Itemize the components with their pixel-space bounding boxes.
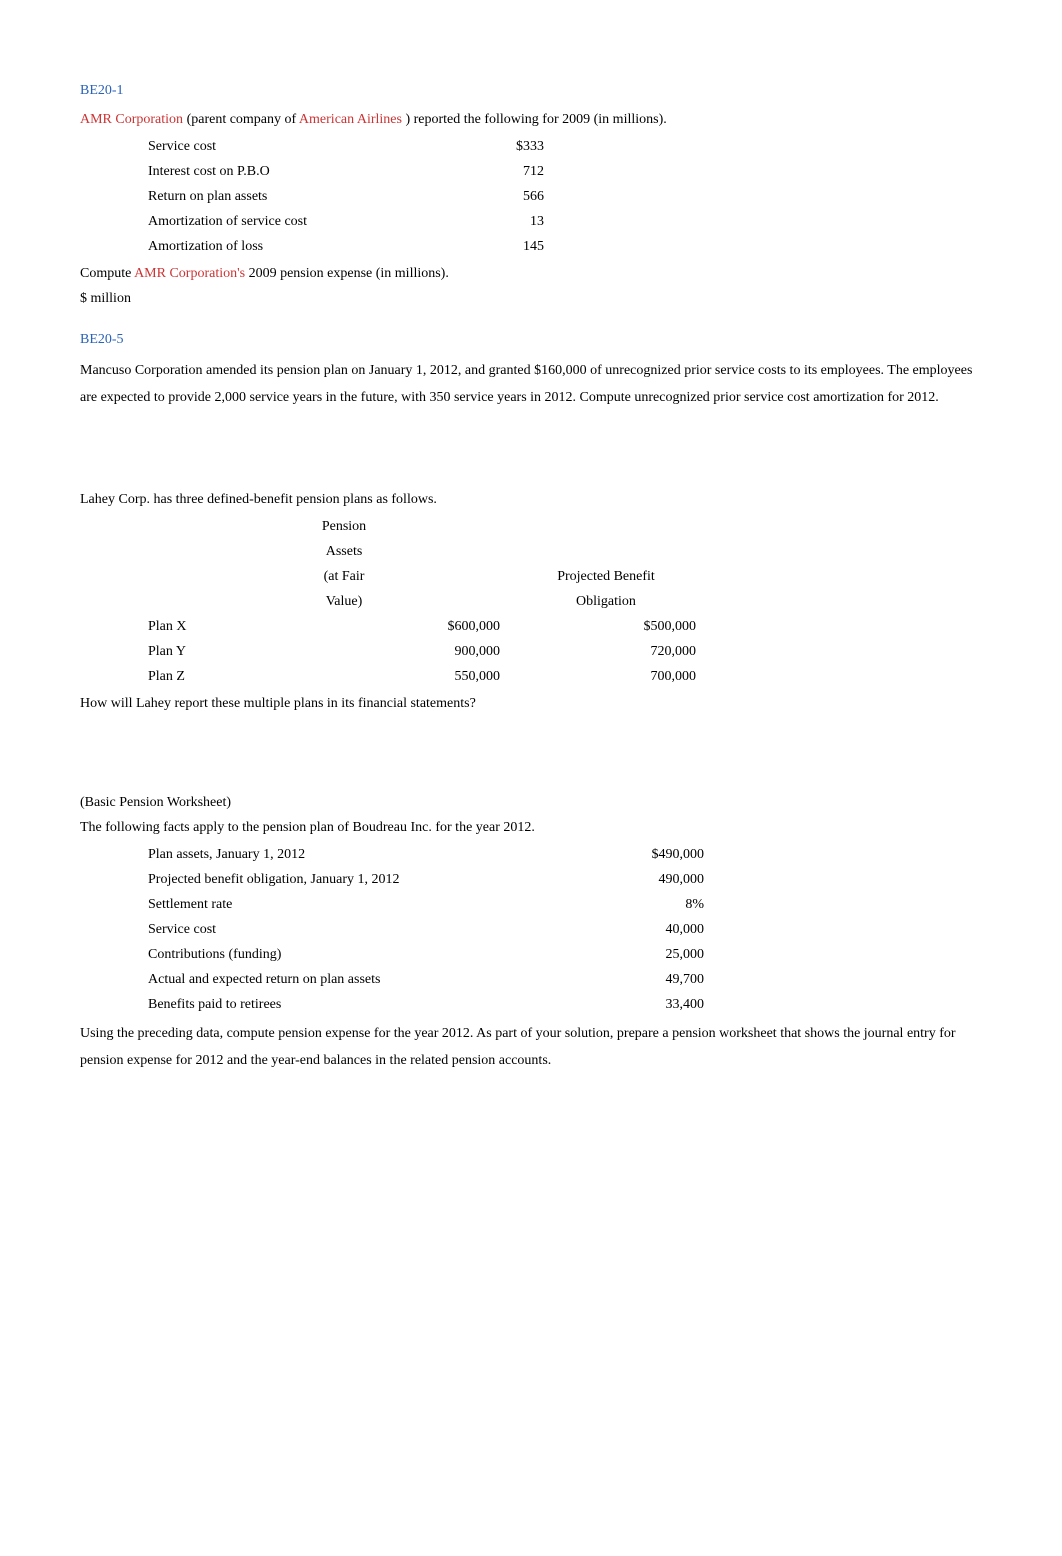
table-row: Service cost $333 (140, 134, 552, 159)
row-label: Benefits paid to retirees (140, 992, 596, 1017)
row-value: 145 (456, 234, 552, 259)
row-value: 8% (596, 892, 712, 917)
row-label: Amortization of loss (140, 234, 456, 259)
plan-name: Plan Z (140, 664, 256, 689)
table-row: Amortization of service cost 13 (140, 209, 552, 234)
intro-tail: ) reported the following for 2009 (in mi… (402, 112, 667, 127)
be20-1-heading: BE20-1 (80, 80, 982, 101)
lahey-table: Pension Assets (at Fair Projected Benefi… (140, 514, 704, 689)
row-label: Return on plan assets (140, 184, 456, 209)
lahey-intro: Lahey Corp. has three defined-benefit pe… (80, 489, 982, 510)
compute-post: 2009 pension expense (in millions). (245, 266, 449, 281)
million-line: $ million (80, 288, 982, 309)
amr-company: AMR Corporation (80, 112, 183, 127)
row-label: Plan assets, January 1, 2012 (140, 842, 596, 867)
plan-pbo: 720,000 (508, 639, 704, 664)
table-row: Projected benefit obligation, January 1,… (140, 867, 712, 892)
row-value: $333 (456, 134, 552, 159)
lahey-col2-h1: Projected Benefit (508, 564, 704, 589)
table-row: Return on plan assets 566 (140, 184, 552, 209)
lahey-header-row: Value) Obligation (140, 589, 704, 614)
row-label: Service cost (140, 134, 456, 159)
row-label: Actual and expected return on plan asset… (140, 967, 596, 992)
plan-assets: 550,000 (256, 664, 508, 689)
be20-1-intro: AMR Corporation (parent company of Ameri… (80, 109, 982, 130)
be20-5-heading: BE20-5 (80, 329, 982, 350)
lahey-col1-h3: (at Fair (256, 564, 432, 589)
row-value: 49,700 (596, 967, 712, 992)
row-label: Service cost (140, 917, 596, 942)
intro-mid: (parent company of (183, 112, 299, 127)
table-row: Benefits paid to retirees 33,400 (140, 992, 712, 1017)
lahey-col1-h1: Pension (256, 514, 432, 539)
plan-assets: $600,000 (256, 614, 508, 639)
lahey-header-row: Assets (140, 539, 704, 564)
compute-pre: Compute (80, 266, 134, 281)
be20-5-para: Mancuso Corporation amended its pension … (80, 358, 982, 411)
plan-assets: 900,000 (256, 639, 508, 664)
lahey-col2-h2: Obligation (508, 589, 704, 614)
table-row: Settlement rate 8% (140, 892, 712, 917)
lahey-question: How will Lahey report these multiple pla… (80, 693, 982, 714)
row-value: 33,400 (596, 992, 712, 1017)
table-row: Actual and expected return on plan asset… (140, 967, 712, 992)
row-label: Interest cost on P.B.O (140, 159, 456, 184)
row-value: 13 (456, 209, 552, 234)
plan-name: Plan X (140, 614, 256, 639)
row-value: 712 (456, 159, 552, 184)
boudreau-intro: The following facts apply to the pension… (80, 817, 982, 838)
row-value: 25,000 (596, 942, 712, 967)
boudreau-table: Plan assets, January 1, 2012 $490,000 Pr… (140, 842, 712, 1017)
compute-line: Compute AMR Corporation's 2009 pension e… (80, 263, 982, 284)
boudreau-closing: Using the preceding data, compute pensio… (80, 1021, 982, 1074)
row-value: 490,000 (596, 867, 712, 892)
row-value: $490,000 (596, 842, 712, 867)
american-airlines: American Airlines (299, 112, 402, 127)
row-label: Amortization of service cost (140, 209, 456, 234)
lahey-col1-h4: Value) (256, 589, 432, 614)
be20-1-table: Service cost $333 Interest cost on P.B.O… (140, 134, 552, 259)
plan-pbo: 700,000 (508, 664, 704, 689)
table-row: Plan Z 550,000 700,000 (140, 664, 704, 689)
row-label: Projected benefit obligation, January 1,… (140, 867, 596, 892)
table-row: Contributions (funding) 25,000 (140, 942, 712, 967)
row-label: Settlement rate (140, 892, 596, 917)
lahey-col1-h2: Assets (256, 539, 432, 564)
compute-company: AMR Corporation's (134, 266, 245, 281)
plan-pbo: $500,000 (508, 614, 704, 639)
lahey-header-row: (at Fair Projected Benefit (140, 564, 704, 589)
table-row: Service cost 40,000 (140, 917, 712, 942)
table-row: Amortization of loss 145 (140, 234, 552, 259)
table-row: Plan assets, January 1, 2012 $490,000 (140, 842, 712, 867)
boudreau-title: (Basic Pension Worksheet) (80, 792, 982, 813)
table-row: Interest cost on P.B.O 712 (140, 159, 552, 184)
lahey-header-row: Pension (140, 514, 704, 539)
table-row: Plan Y 900,000 720,000 (140, 639, 704, 664)
table-row: Plan X $600,000 $500,000 (140, 614, 704, 639)
plan-name: Plan Y (140, 639, 256, 664)
row-value: 40,000 (596, 917, 712, 942)
row-label: Contributions (funding) (140, 942, 596, 967)
row-value: 566 (456, 184, 552, 209)
